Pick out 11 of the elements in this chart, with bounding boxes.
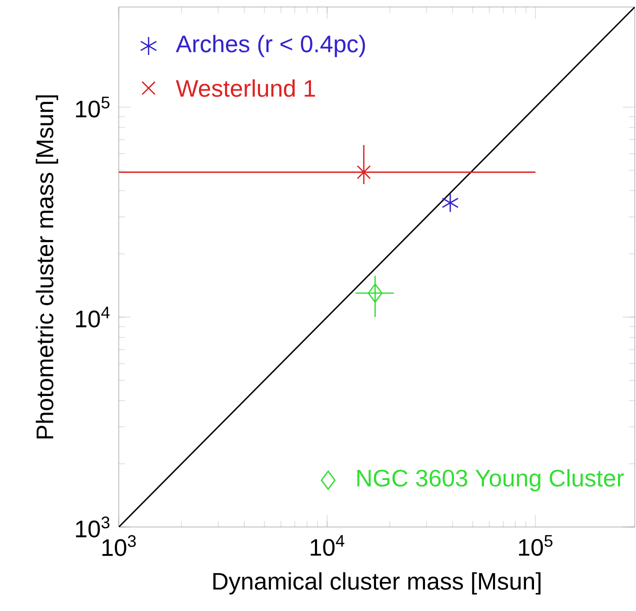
legend-label: NGC 3603 Young Cluster (357, 469, 624, 492)
y-tick-label: 10$^{3}$ (76, 516, 110, 538)
legend-label: Arches (r < 0.4pc) (176, 34, 365, 58)
x-tick-label: 10$^{3}$ (102, 535, 136, 556)
x-tick-label: 10$^{4}$ (310, 535, 344, 556)
y-axis-title: Photometric cluster mass [Msun] (36, 95, 58, 438)
y-tick-label: 10$^{5}$ (76, 96, 110, 118)
y-tick-label: 10$^{4}$ (76, 306, 110, 328)
x-tick-label: 10$^{5}$ (519, 535, 552, 556)
legend-label: Westerlund 1 (176, 79, 315, 97)
x-axis-title: Dynamical cluster mass [Msun] (213, 572, 540, 595)
